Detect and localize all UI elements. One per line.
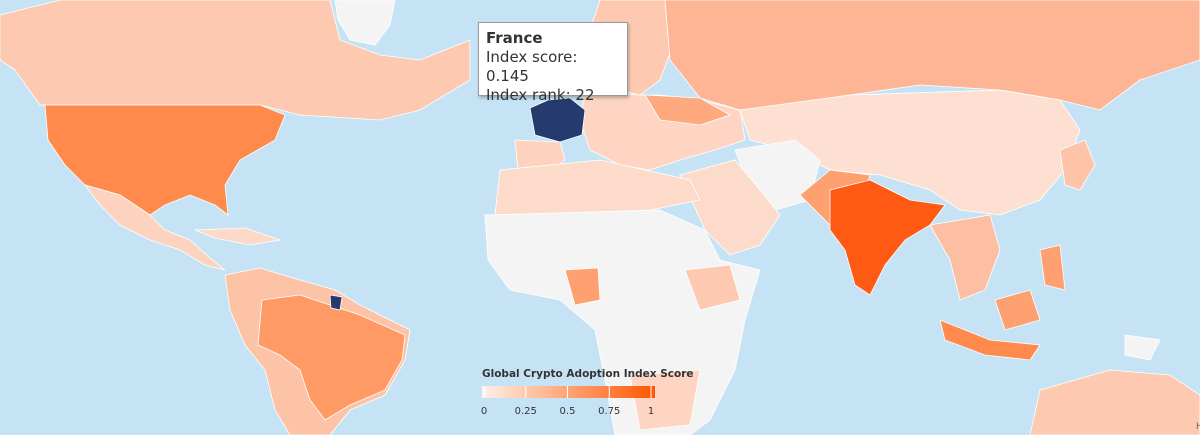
legend-title: Global Crypto Adoption Index Score <box>482 368 694 380</box>
ukraine[interactable] <box>644 94 731 126</box>
caribbean[interactable] <box>194 227 281 246</box>
east-africa[interactable] <box>684 264 741 311</box>
tooltip-line: Index rank: 22 <box>486 86 595 104</box>
png[interactable] <box>1124 334 1161 361</box>
tooltip: France Index score: 0.145 Index rank: 22 <box>478 22 628 104</box>
legend-tick-label: 0.75 <box>598 406 620 417</box>
southern-africa[interactable] <box>629 369 701 431</box>
legend-tick-label: 0 <box>481 406 487 417</box>
nigeria[interactable] <box>564 267 601 306</box>
canada[interactable] <box>0 0 471 121</box>
usa[interactable] <box>44 104 286 216</box>
credit[interactable]: H <box>1196 422 1200 432</box>
french-guiana[interactable] <box>329 294 343 311</box>
legend-tick-label: 0.25 <box>515 406 537 417</box>
north-africa[interactable] <box>494 159 701 216</box>
tooltip-title: France <box>486 29 543 47</box>
france[interactable] <box>529 97 586 143</box>
arabia[interactable] <box>679 159 781 256</box>
tooltip-line: Index score: 0.145 <box>486 48 578 85</box>
borneo[interactable] <box>994 289 1041 331</box>
legend: Global Crypto Adoption Index Score 0 0.25… <box>481 368 694 417</box>
southeast-asia[interactable] <box>929 214 1001 301</box>
mexico[interactable] <box>83 184 226 271</box>
india[interactable] <box>829 179 946 296</box>
russia[interactable] <box>664 0 1200 111</box>
japan[interactable] <box>1059 139 1096 191</box>
indonesia[interactable] <box>939 319 1041 361</box>
legend-tick-label: 0.5 <box>560 406 576 417</box>
legend-tick-label: 1 <box>648 406 654 417</box>
legend-bar <box>482 386 655 398</box>
greenland[interactable] <box>334 0 396 46</box>
philippines[interactable] <box>1039 244 1066 291</box>
australia[interactable] <box>1029 369 1200 435</box>
